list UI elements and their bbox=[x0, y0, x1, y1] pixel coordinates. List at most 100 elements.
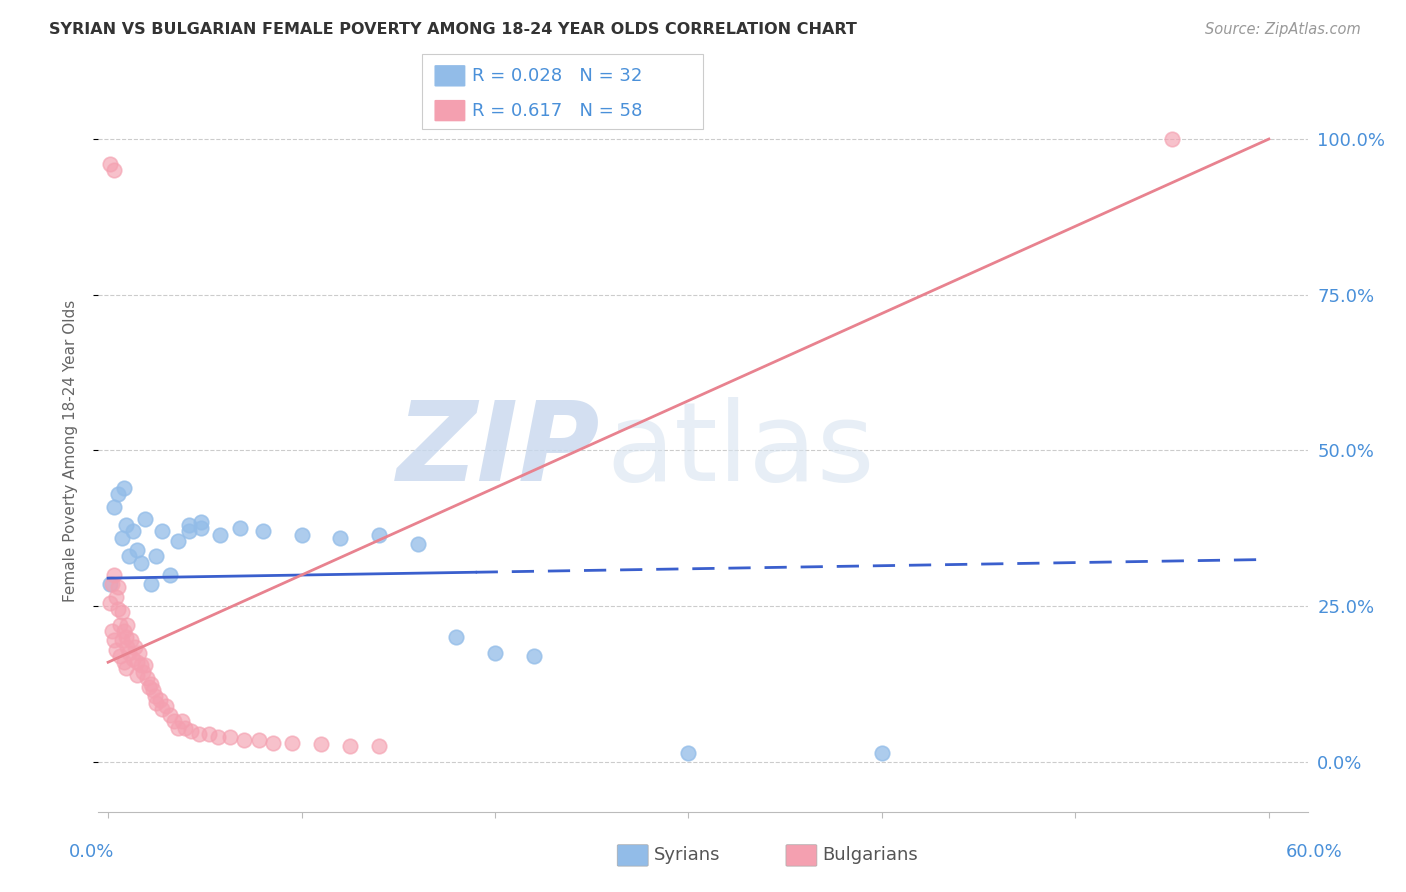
Point bbox=[114, 661, 136, 675]
Point bbox=[143, 690, 166, 704]
Point bbox=[209, 527, 232, 541]
Point bbox=[290, 527, 312, 541]
Point bbox=[368, 739, 391, 754]
Point bbox=[117, 618, 139, 632]
Point bbox=[107, 581, 129, 595]
Point bbox=[281, 736, 304, 750]
Point bbox=[329, 531, 352, 545]
Point bbox=[139, 577, 162, 591]
Point bbox=[135, 671, 157, 685]
Text: Source: ZipAtlas.com: Source: ZipAtlas.com bbox=[1205, 22, 1361, 37]
Point bbox=[159, 708, 181, 723]
Point bbox=[101, 624, 124, 639]
Point bbox=[111, 606, 134, 620]
Point bbox=[163, 714, 186, 729]
Text: SYRIAN VS BULGARIAN FEMALE POVERTY AMONG 18-24 YEAR OLDS CORRELATION CHART: SYRIAN VS BULGARIAN FEMALE POVERTY AMONG… bbox=[49, 22, 858, 37]
Point bbox=[145, 549, 167, 564]
Point bbox=[124, 640, 146, 654]
Point bbox=[118, 646, 141, 660]
Point bbox=[188, 727, 211, 741]
Point bbox=[108, 648, 131, 663]
Point bbox=[252, 524, 274, 539]
Point bbox=[107, 487, 129, 501]
Point bbox=[138, 680, 160, 694]
Point bbox=[170, 714, 193, 729]
Point bbox=[150, 702, 173, 716]
Point bbox=[104, 590, 127, 604]
Point bbox=[228, 521, 250, 535]
Point bbox=[108, 618, 131, 632]
Point bbox=[232, 733, 254, 747]
Point bbox=[870, 746, 893, 760]
Point bbox=[219, 730, 242, 744]
Point bbox=[122, 652, 145, 666]
Point bbox=[112, 624, 135, 639]
Point bbox=[179, 524, 201, 539]
Point bbox=[339, 739, 361, 754]
Point bbox=[128, 646, 150, 660]
Point bbox=[103, 500, 125, 514]
Point bbox=[190, 521, 212, 535]
Point bbox=[118, 549, 141, 564]
Point bbox=[139, 677, 162, 691]
Point bbox=[111, 531, 134, 545]
Point bbox=[180, 723, 202, 738]
Point bbox=[207, 730, 229, 744]
Point bbox=[134, 512, 156, 526]
Point bbox=[103, 633, 125, 648]
Point bbox=[104, 642, 127, 657]
Point bbox=[98, 596, 121, 610]
Point bbox=[197, 727, 219, 741]
Text: Syrians: Syrians bbox=[654, 847, 720, 864]
Point bbox=[103, 163, 125, 178]
Point bbox=[262, 736, 284, 750]
Point bbox=[166, 533, 188, 548]
Point bbox=[132, 665, 155, 679]
Point bbox=[145, 696, 167, 710]
Text: ZIP: ZIP bbox=[396, 397, 600, 504]
Point bbox=[127, 543, 149, 558]
Point bbox=[127, 667, 149, 681]
Point bbox=[111, 633, 134, 648]
Point bbox=[150, 524, 173, 539]
Point bbox=[129, 556, 152, 570]
Point bbox=[406, 537, 429, 551]
Point bbox=[678, 746, 700, 760]
Point bbox=[112, 655, 135, 669]
Point bbox=[247, 733, 270, 747]
Point bbox=[98, 577, 121, 591]
Point bbox=[149, 692, 172, 706]
Point bbox=[446, 630, 468, 644]
Point bbox=[142, 683, 165, 698]
Point bbox=[107, 602, 129, 616]
Point bbox=[120, 633, 142, 648]
Text: R = 0.028   N = 32: R = 0.028 N = 32 bbox=[472, 67, 643, 85]
Point bbox=[122, 524, 145, 539]
Point bbox=[117, 640, 139, 654]
Point bbox=[174, 721, 197, 735]
Point bbox=[127, 655, 149, 669]
Point bbox=[101, 577, 124, 591]
Point bbox=[166, 721, 188, 735]
Text: atlas: atlas bbox=[606, 397, 875, 504]
Point bbox=[179, 518, 201, 533]
Y-axis label: Female Poverty Among 18-24 Year Olds: Female Poverty Among 18-24 Year Olds bbox=[63, 300, 77, 601]
Point bbox=[1161, 132, 1184, 146]
Point bbox=[155, 698, 177, 713]
Point bbox=[159, 568, 181, 582]
Point bbox=[103, 568, 125, 582]
Point bbox=[309, 738, 332, 752]
Point bbox=[190, 515, 212, 529]
Point bbox=[112, 481, 135, 495]
Point bbox=[114, 630, 136, 644]
Point bbox=[484, 646, 506, 660]
Point bbox=[368, 527, 391, 541]
Text: 0.0%: 0.0% bbox=[69, 843, 114, 861]
Point bbox=[523, 648, 546, 663]
Point bbox=[114, 518, 136, 533]
Text: Bulgarians: Bulgarians bbox=[823, 847, 918, 864]
Point bbox=[98, 157, 121, 171]
Point bbox=[129, 658, 152, 673]
Point bbox=[134, 658, 156, 673]
Text: R = 0.617   N = 58: R = 0.617 N = 58 bbox=[472, 102, 643, 120]
